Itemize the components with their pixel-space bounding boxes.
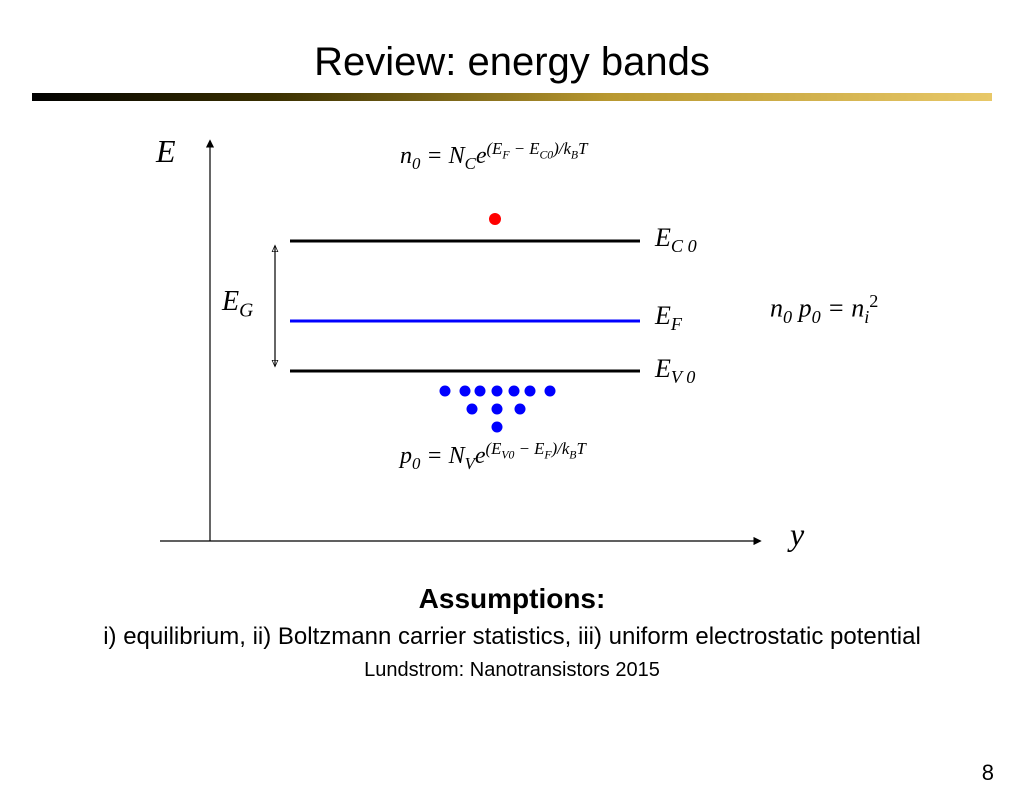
ef-label: EF: [655, 301, 682, 335]
ev-label: EV 0: [655, 354, 695, 388]
assumptions-text: i) equilibrium, ii) Boltzmann carrier st…: [0, 623, 1024, 651]
page-title: Review: energy bands: [0, 40, 1024, 85]
title-underline: [32, 93, 992, 101]
x-axis-label: y: [790, 516, 804, 553]
assumptions-header: Assumptions:: [0, 583, 1024, 615]
ec-label: EC 0: [655, 223, 697, 257]
np-equation: n0 p0 = ni2: [770, 291, 878, 328]
y-axis-label: E: [156, 133, 176, 170]
eg-label: EG: [222, 286, 253, 323]
n0-equation: n0 = NCe(EF − EC0)/kBT: [400, 139, 587, 174]
page-number: 8: [982, 760, 994, 786]
energy-band-diagram: E y EC 0 EF EV 0 EG n0 = NCe(EF − EC0)/k…: [0, 101, 1024, 581]
footer-text: Lundstrom: Nanotransistors 2015: [0, 659, 1024, 682]
p0-equation: p0 = NVe(EV0 − EF)/kBT: [400, 439, 586, 474]
